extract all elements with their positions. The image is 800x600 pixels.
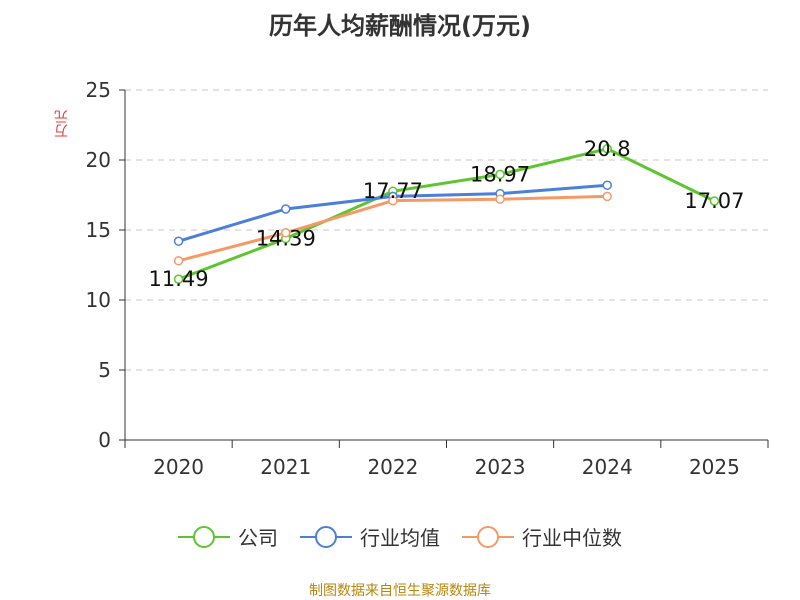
data-point-2 bbox=[388, 195, 398, 206]
data-point-0 bbox=[495, 169, 505, 180]
chart-title: 历年人均薪酬情况(万元) bbox=[269, 12, 531, 40]
series-lines bbox=[173, 144, 720, 284]
data-point-2 bbox=[281, 228, 291, 238]
x-tick-label: 2022 bbox=[367, 455, 418, 479]
legend-item-company[interactable]: 公司 bbox=[178, 522, 278, 551]
y-tick-label: 0 bbox=[98, 428, 111, 452]
data-label: 14.39 bbox=[256, 227, 316, 251]
legend-label-industry-mean: 行业均值 bbox=[360, 526, 440, 550]
data-label: 17.77 bbox=[363, 179, 423, 203]
series-line-0 bbox=[178, 147, 716, 281]
x-tick-label: 2025 bbox=[689, 455, 740, 479]
x-tick-label: 2021 bbox=[260, 455, 311, 479]
data-point-2 bbox=[495, 194, 505, 204]
y-tick-label: 5 bbox=[98, 358, 111, 382]
data-label: 20.8 bbox=[584, 137, 631, 161]
legend-label-industry-median: 行业中位数 bbox=[522, 526, 622, 550]
y-tick-label: 10 bbox=[86, 288, 111, 312]
legend-marker-industry-median bbox=[462, 525, 514, 548]
y-tick-label: 15 bbox=[86, 218, 111, 242]
x-tick-label: 2023 bbox=[475, 455, 526, 479]
source-note: 制图数据来自恒生聚源数据库 bbox=[309, 583, 491, 599]
data-label: 18.97 bbox=[470, 162, 530, 186]
grid-lines bbox=[125, 89, 768, 371]
legend: 公司 行业均值 行业中位数 bbox=[0, 522, 800, 551]
x-tick-label: 2020 bbox=[153, 455, 204, 479]
data-label: 11.49 bbox=[149, 267, 209, 291]
legend-marker-industry-mean bbox=[300, 525, 352, 548]
y-tick-label: 20 bbox=[86, 148, 111, 172]
data-label: 17.07 bbox=[684, 189, 744, 213]
legend-item-industry-mean[interactable]: 行业均值 bbox=[300, 522, 440, 551]
data-point-1 bbox=[602, 180, 612, 190]
y-tick-label: 25 bbox=[86, 78, 111, 102]
data-point-0 bbox=[602, 144, 612, 154]
series-line-2 bbox=[178, 194, 608, 263]
data-point-2 bbox=[602, 191, 612, 202]
data-point-0 bbox=[173, 274, 184, 284]
legend-item-industry-median[interactable]: 行业中位数 bbox=[462, 522, 622, 551]
data-point-0 bbox=[709, 196, 720, 206]
data-point-1 bbox=[281, 204, 291, 214]
x-tick-label: 2024 bbox=[582, 455, 633, 479]
data-labels: 11.49 14.39 17.77 18.97 20.8 17.07 bbox=[149, 137, 745, 291]
legend-marker-company bbox=[178, 525, 230, 548]
data-point-2 bbox=[173, 256, 184, 266]
data-point-1 bbox=[173, 236, 184, 246]
legend-label-company: 公司 bbox=[238, 526, 278, 550]
